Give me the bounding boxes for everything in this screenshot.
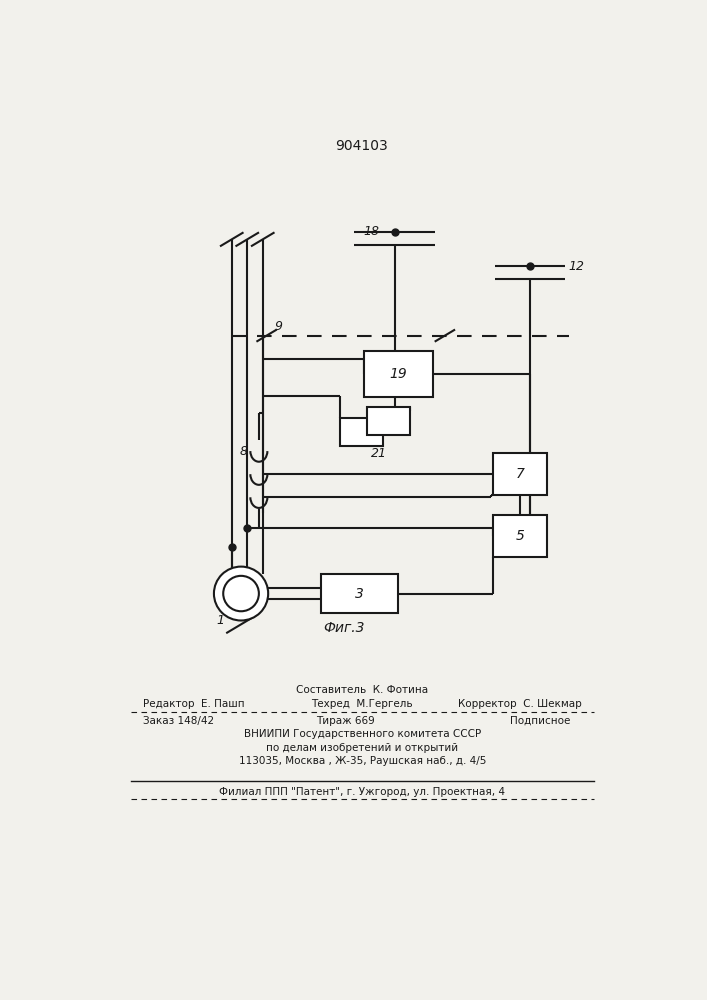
Circle shape bbox=[223, 576, 259, 611]
Text: Филиал ППП "Патент", г. Ужгород, ул. Проектная, 4: Филиал ППП "Патент", г. Ужгород, ул. Про… bbox=[219, 787, 506, 797]
Bar bbox=[321, 574, 398, 613]
Bar bbox=[493, 453, 547, 495]
Text: по делам изобретений и открытий: по делам изобретений и открытий bbox=[267, 743, 458, 753]
Text: 12: 12 bbox=[569, 260, 585, 273]
Bar bbox=[368, 407, 410, 435]
Bar bbox=[493, 515, 547, 557]
Text: 21: 21 bbox=[371, 447, 387, 460]
Circle shape bbox=[214, 567, 268, 620]
Text: 904103: 904103 bbox=[336, 139, 388, 153]
Text: Заказ 148/42: Заказ 148/42 bbox=[144, 716, 214, 726]
Bar bbox=[363, 351, 433, 397]
Text: 19: 19 bbox=[390, 367, 407, 381]
Text: Редактор  Е. Пашп: Редактор Е. Пашп bbox=[144, 699, 245, 709]
Text: 3: 3 bbox=[355, 587, 364, 601]
Text: 8: 8 bbox=[239, 445, 247, 458]
Bar bbox=[340, 418, 383, 446]
Text: 18: 18 bbox=[363, 225, 379, 238]
Text: 7: 7 bbox=[515, 467, 525, 481]
Text: 9: 9 bbox=[274, 320, 282, 333]
Text: Фиг.3: Фиг.3 bbox=[323, 621, 365, 635]
Text: ВНИИПИ Государственного комитета СССР: ВНИИПИ Государственного комитета СССР bbox=[244, 729, 481, 739]
Text: 1: 1 bbox=[216, 614, 224, 627]
Text: Подписное: Подписное bbox=[510, 716, 571, 726]
Text: 113035, Москва , Ж-35, Раушская наб., д. 4/5: 113035, Москва , Ж-35, Раушская наб., д.… bbox=[239, 756, 486, 766]
Text: Техред  М.Гергель: Техред М.Гергель bbox=[312, 699, 413, 709]
Text: 5: 5 bbox=[515, 529, 525, 543]
Text: Корректор  С. Шекмар: Корректор С. Шекмар bbox=[457, 699, 582, 709]
Text: Тираж 669: Тираж 669 bbox=[317, 716, 375, 726]
Text: Составитель  К. Фотина: Составитель К. Фотина bbox=[296, 685, 428, 695]
